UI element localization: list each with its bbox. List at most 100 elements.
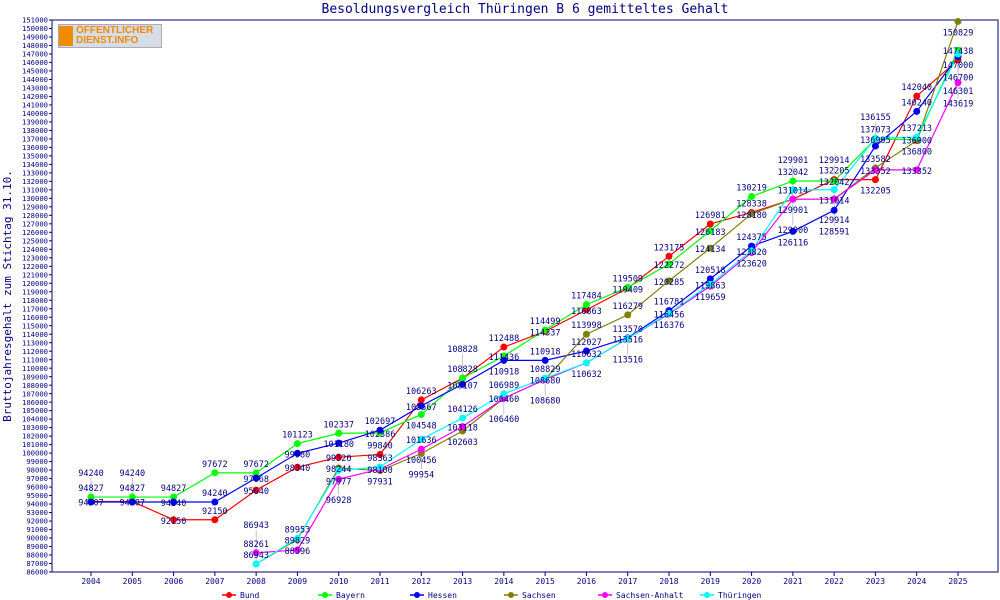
data-label: 98100: [367, 466, 393, 476]
x-tick-label: 2011: [370, 577, 389, 586]
data-point: [582, 330, 590, 338]
data-label: 136800: [901, 148, 932, 158]
data-label: 89953: [285, 525, 311, 535]
x-tick-label: 2016: [577, 577, 596, 586]
data-label: 136995: [860, 136, 891, 146]
y-tick-label: 109000: [22, 372, 48, 381]
data-label: 133582: [860, 155, 891, 165]
x-tick-label: 2017: [618, 577, 637, 586]
y-tick-label: 142000: [22, 92, 48, 101]
y-tick-label: 124000: [22, 245, 48, 254]
data-label: 146301: [943, 87, 974, 97]
data-label: 99520: [326, 454, 352, 464]
x-tick-label: 2019: [701, 577, 720, 586]
y-tick-label: 100000: [22, 449, 48, 458]
data-label: 130219: [736, 183, 767, 193]
data-point: [582, 347, 590, 355]
y-tick-label: 115000: [22, 321, 48, 330]
data-label: 110632: [571, 350, 602, 360]
data-label: 133352: [901, 167, 932, 177]
data-point: [706, 244, 714, 252]
y-tick-label: 121000: [22, 270, 48, 279]
data-point: [211, 469, 219, 477]
data-point: [376, 426, 384, 434]
y-tick-label: 103000: [22, 423, 48, 432]
data-label: 136900: [901, 137, 932, 147]
data-point: [87, 493, 95, 501]
plot-frame: [51, 19, 999, 573]
data-point: [706, 280, 714, 288]
data-label: 137073: [860, 125, 891, 135]
data-label: 150829: [943, 28, 974, 38]
data-point: [748, 247, 756, 255]
data-point: [500, 356, 508, 364]
data-label: 94827: [119, 484, 145, 494]
data-label: 132042: [777, 168, 808, 178]
x-tick-label: 2005: [123, 577, 142, 586]
data-label: 94240: [119, 469, 145, 479]
data-point: [624, 283, 632, 291]
x-tick-label: 2009: [288, 577, 307, 586]
x-tick-label: 2020: [742, 577, 761, 586]
data-label: 94240: [202, 489, 228, 499]
data-label: 119509: [612, 274, 643, 284]
data-label: 98363: [367, 454, 393, 464]
data-label: 108829: [530, 365, 561, 375]
data-label: 129900: [777, 226, 808, 236]
data-label: 120518: [695, 266, 726, 276]
y-tick-label: 101000: [22, 440, 48, 449]
data-label: 108828: [447, 345, 478, 355]
data-label: 131014: [777, 187, 808, 197]
data-label: 88596: [285, 547, 311, 557]
data-label: 126183: [695, 228, 726, 238]
y-tick-label: 139000: [22, 118, 48, 127]
data-point: [748, 192, 756, 200]
y-tick-label: 97000: [26, 474, 48, 483]
y-tick-label: 137000: [22, 134, 48, 143]
data-label: 99954: [408, 470, 434, 480]
y-tick-label: 105000: [22, 406, 48, 415]
data-point: [706, 227, 714, 235]
y-tick-label: 143000: [22, 84, 48, 93]
data-point: [170, 498, 178, 506]
data-point: [87, 498, 95, 506]
data-label: 105567: [406, 403, 437, 413]
data-label: 106263: [406, 387, 437, 397]
data-point: [170, 516, 178, 524]
data-point: [335, 466, 343, 474]
data-point: [871, 134, 879, 142]
y-tick-label: 125000: [22, 236, 48, 245]
logo-mark: [59, 26, 73, 46]
data-point: [417, 435, 425, 443]
data-point: [582, 301, 590, 309]
series-line-Sachsen-Anhalt: [256, 82, 959, 554]
data-label: 116279: [612, 302, 643, 312]
data-point: [871, 142, 879, 150]
data-label: 108680: [530, 376, 561, 386]
y-tick-label: 110000: [22, 364, 48, 373]
data-label: 104548: [406, 421, 437, 431]
data-label: 94827: [161, 484, 187, 494]
y-tick-label: 106000: [22, 398, 48, 407]
data-label: 120285: [654, 278, 685, 288]
series-line-Sachsen: [255, 21, 959, 565]
data-label: 98340: [285, 464, 311, 474]
data-label: 99980: [285, 450, 311, 460]
series-lines: [91, 21, 959, 565]
y-tick-label: 92000: [26, 517, 48, 526]
data-label: 133352: [860, 167, 891, 177]
data-label: 111436: [488, 353, 519, 363]
data-point: [789, 195, 797, 203]
series-line-Hessen: [91, 56, 959, 503]
data-point: [293, 440, 301, 448]
data-label: 126981: [695, 211, 726, 221]
data-label: 116376: [654, 321, 685, 331]
x-tick-label: 2008: [247, 577, 266, 586]
data-point: [128, 493, 136, 501]
data-label: 132042: [819, 178, 850, 188]
data-point: [293, 449, 301, 457]
data-point: [500, 343, 508, 351]
data-label: 113570: [612, 325, 643, 335]
data-point: [582, 359, 590, 367]
data-label: 114499: [530, 317, 561, 327]
